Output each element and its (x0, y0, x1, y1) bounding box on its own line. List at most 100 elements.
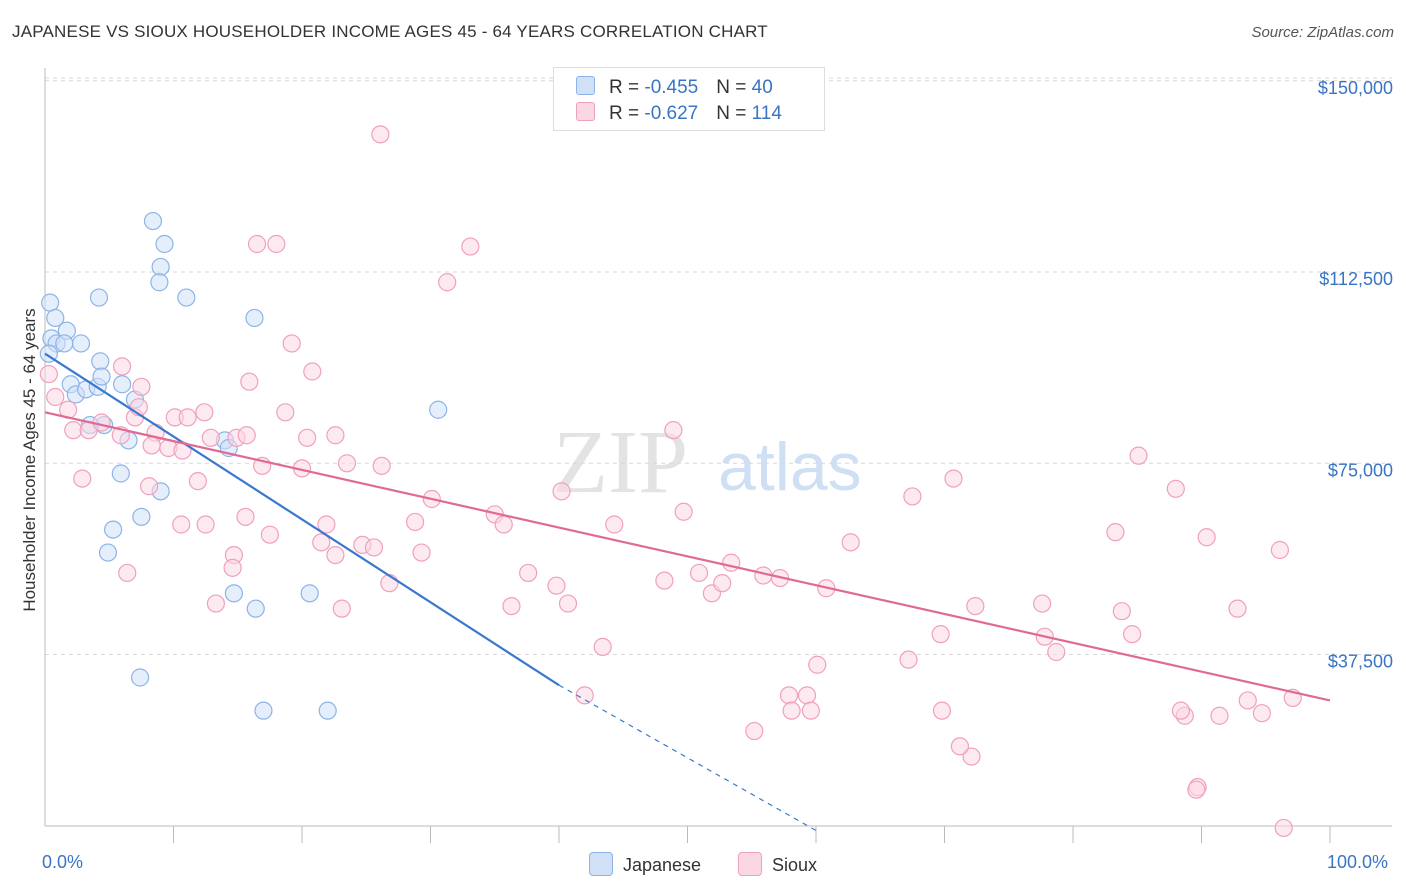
sioux-point (372, 456, 391, 475)
japanese-point (429, 400, 448, 419)
sioux-point (1197, 528, 1216, 547)
japanese-trend-extension (558, 684, 817, 832)
sioux-point (1171, 701, 1191, 720)
sioux-point (364, 538, 384, 557)
stats-row-japanese: R = -0.455 N = 40 (576, 76, 773, 100)
legend-label-japanese: Japanese (622, 855, 702, 875)
sioux-point (962, 747, 981, 766)
legend-swatch-japanese (588, 852, 613, 876)
sioux-point (1129, 446, 1148, 465)
legend-item-japanese: Japanese (588, 852, 702, 876)
japanese-point (254, 701, 273, 720)
sioux-point (172, 515, 191, 534)
sioux-point (899, 650, 918, 669)
sioux-point (267, 234, 286, 254)
sioux-point (1210, 706, 1229, 725)
sioux-point (841, 533, 860, 552)
n-label: N = (716, 77, 752, 98)
japanese-point (104, 520, 123, 539)
sioux-point (92, 413, 111, 432)
sioux-point (1033, 594, 1052, 613)
sioux-point (547, 576, 566, 595)
sioux-point (276, 403, 295, 422)
y-axis-label: Householder Income Ages 45 - 64 years (20, 308, 39, 612)
sioux-point (966, 596, 985, 616)
japanese-point (151, 257, 170, 277)
legend-label-sioux: Sioux (772, 855, 818, 875)
sioux-point (519, 563, 538, 583)
sioux-point (605, 515, 624, 534)
japanese-point (246, 599, 265, 618)
sioux-point (932, 701, 952, 720)
japanese-point (46, 308, 65, 328)
sioux-point (236, 507, 255, 526)
japanese-swatch (576, 76, 595, 95)
sioux-point (142, 436, 161, 455)
source-attribution: Source: ZipAtlas.com (1251, 24, 1394, 41)
sioux-point (178, 408, 197, 427)
sioux-point (1112, 602, 1131, 621)
japanese-point (41, 293, 60, 312)
sioux-point (195, 403, 214, 422)
japanese-point (224, 584, 243, 603)
japanese-point (132, 507, 151, 526)
sioux-point (247, 234, 267, 254)
sioux-trend-line (44, 411, 1331, 702)
japanese-point (150, 273, 169, 292)
sioux-point (337, 454, 357, 473)
x-tick-label-min: 0.0% (42, 852, 84, 872)
japanese-point (143, 211, 163, 231)
sioux-point (1238, 691, 1257, 710)
chart-legend: Japanese Sioux (0, 852, 1406, 876)
sioux-point (593, 637, 612, 657)
sioux-point (689, 563, 709, 583)
japanese-point (155, 234, 174, 254)
sioux-point (745, 721, 764, 741)
sioux-point (438, 273, 457, 292)
sioux-point (132, 377, 151, 396)
japanese-point (55, 334, 74, 353)
legend-item-sioux: Sioux (738, 852, 817, 876)
r-label: R = (609, 77, 645, 98)
sioux-point (240, 372, 259, 391)
sioux-point (312, 533, 331, 552)
sioux-point (1123, 625, 1142, 644)
sioux-point (237, 426, 256, 445)
japanese-point (177, 288, 196, 307)
n-label: N = (716, 103, 752, 124)
sioux-point (950, 737, 970, 756)
sioux-point (201, 428, 220, 447)
japanese-point (98, 543, 118, 562)
sioux-point (502, 596, 521, 616)
sioux-point (326, 426, 345, 445)
sioux-point (282, 334, 301, 353)
sioux-point (797, 686, 817, 705)
japanese-trend-line (44, 352, 560, 687)
sioux-point (1106, 523, 1125, 542)
sioux-point (223, 558, 242, 577)
sioux-point (801, 701, 820, 720)
sioux-point (808, 655, 827, 674)
x-tick-label-max: 100.0% (1327, 852, 1389, 872)
sioux-point (188, 472, 208, 491)
sioux-point (260, 525, 279, 544)
sioux-point (931, 625, 950, 644)
sioux-point (655, 571, 674, 590)
japanese-point (92, 367, 111, 386)
sioux-point (1166, 479, 1185, 498)
sioux-point (1274, 818, 1293, 838)
japanese-point (112, 375, 132, 394)
sioux-point (674, 502, 693, 521)
sioux-point (664, 421, 683, 440)
japanese-point (89, 288, 109, 307)
sioux-point (380, 574, 399, 593)
sioux-point (405, 512, 425, 532)
r-value-sioux: -0.627 (644, 103, 699, 124)
sioux-swatch (576, 102, 595, 121)
sioux-point (46, 387, 65, 407)
sioux-point (73, 469, 92, 488)
n-value-japanese: 40 (751, 77, 773, 98)
sioux-point (713, 574, 732, 593)
r-label: R = (609, 103, 645, 124)
